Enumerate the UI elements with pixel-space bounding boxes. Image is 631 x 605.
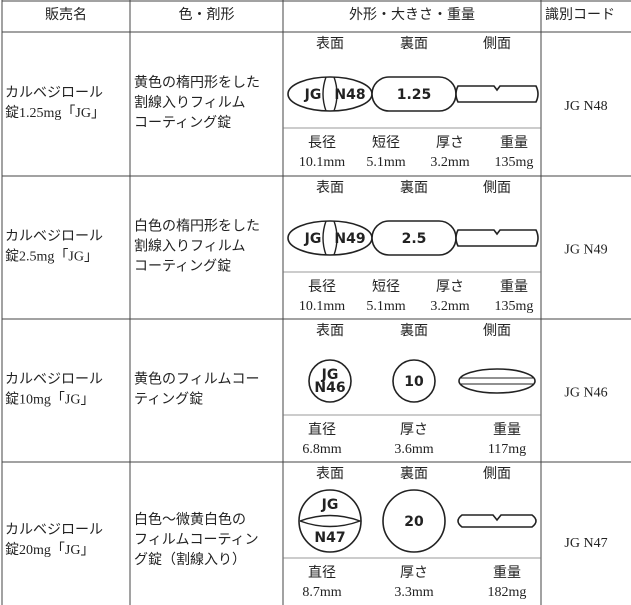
imprint: JG: [304, 231, 322, 247]
product-name: カルベジロール: [5, 230, 103, 245]
header-cell: 販売名: [45, 7, 87, 23]
description: 白色の楕円形をした: [134, 218, 260, 235]
dim-value: 135mg: [495, 299, 534, 314]
imprint: JG: [304, 87, 322, 103]
description: 黄色のフィルムコー: [134, 371, 259, 388]
tablet-side: [458, 368, 536, 394]
dim-value: 5.1mm: [366, 299, 405, 314]
code: JG N48: [564, 99, 607, 114]
dim-label: 重量: [500, 279, 528, 295]
tablet-back: [382, 489, 446, 553]
imprint: N46: [314, 380, 345, 396]
product-name: カルベジロール: [5, 86, 103, 101]
dim-value: 3.6mm: [394, 442, 433, 457]
dim-value: 135mg: [495, 155, 534, 170]
product-name: カルベジロール: [5, 523, 103, 538]
dim-value: 10.1mm: [299, 155, 345, 170]
dim-value: 8.7mm: [302, 585, 341, 600]
dim-label: 重量: [493, 565, 521, 581]
header-cell: 色・剤形: [179, 6, 235, 23]
view-label: 側面: [483, 36, 511, 52]
dim-value: 3.2mm: [430, 299, 469, 314]
view-label: 側面: [483, 180, 511, 196]
product-name: カルベジロール: [5, 373, 103, 388]
view-label: 表面: [316, 466, 344, 482]
description: 黄色の楕円形をした: [134, 74, 260, 91]
dim-value: 10.1mm: [299, 299, 345, 314]
view-label: 裏面: [400, 179, 428, 196]
dim-label: 直径: [308, 564, 336, 581]
description: 白色～微黄白色の: [134, 511, 246, 528]
dim-value: 3.2mm: [430, 155, 469, 170]
dim-label: 長径: [308, 279, 336, 295]
view-label: 裏面: [400, 35, 428, 52]
description: 割線入りフィルム: [134, 238, 245, 255]
score-line: [322, 220, 338, 256]
dim-value: 6.8mm: [302, 442, 341, 457]
description: フィルムコーティン: [134, 533, 259, 548]
dim-value: 5.1mm: [366, 155, 405, 170]
dim-value: 3.3mm: [394, 585, 433, 600]
view-label: 表面: [316, 36, 344, 52]
view-label: 裏面: [400, 465, 428, 482]
dim-label: 厚さ: [400, 565, 428, 581]
product-name: 錠10mg「JG」: [5, 392, 94, 408]
dim-label: 厚さ: [436, 135, 464, 151]
product-name: 錠2.5mg「JG」: [5, 249, 98, 265]
header-cell: 外形・大きさ・重量: [349, 7, 475, 23]
product-name: 錠1.25mg「JG」: [5, 105, 105, 121]
dim-value: 182mg: [488, 585, 527, 600]
description: ティング錠: [134, 392, 203, 408]
dim-label: 直径: [308, 421, 336, 438]
imprint: N48: [334, 87, 365, 103]
view-label: 側面: [483, 466, 511, 482]
view-label: 側面: [483, 323, 511, 339]
dim-label: 長径: [308, 135, 336, 151]
tablet-back: [392, 359, 436, 403]
imprint: N47: [314, 530, 345, 546]
code: JG N46: [564, 386, 607, 401]
description: コーティング錠: [134, 115, 231, 131]
imprint: JG: [321, 497, 339, 513]
code: JG N49: [564, 243, 607, 258]
imprint: JG: [321, 367, 339, 383]
dim-label: 厚さ: [436, 279, 464, 295]
description: 割線入りフィルム: [134, 94, 245, 111]
description: コーティング錠: [134, 259, 231, 275]
dim-value: 117mg: [488, 442, 526, 457]
imprint: 1.25: [397, 87, 432, 103]
tablet-front: [308, 359, 352, 403]
dim-label: 短径: [372, 135, 400, 151]
description: グ錠（割線入り）: [134, 551, 246, 568]
code: JG N47: [564, 536, 607, 551]
view-label: 裏面: [400, 322, 428, 339]
imprint: 10: [404, 374, 424, 390]
tablet-side: [455, 229, 539, 247]
dim-label: 厚さ: [400, 422, 428, 438]
imprint: 20: [404, 514, 424, 530]
tablet-side: [455, 85, 539, 103]
view-label: 表面: [316, 180, 344, 196]
dim-label: 重量: [500, 135, 528, 151]
score-line: [322, 76, 338, 112]
imprint: 2.5: [402, 231, 427, 247]
header-cell: 識別コード: [545, 7, 615, 23]
product-name: 錠20mg「JG」: [5, 542, 94, 558]
dim-label: 重量: [493, 422, 521, 438]
view-label: 表面: [316, 323, 344, 339]
score-line: [299, 514, 363, 528]
imprint: N49: [334, 231, 365, 247]
tablet-side: [457, 514, 537, 528]
dim-label: 短径: [372, 279, 400, 295]
